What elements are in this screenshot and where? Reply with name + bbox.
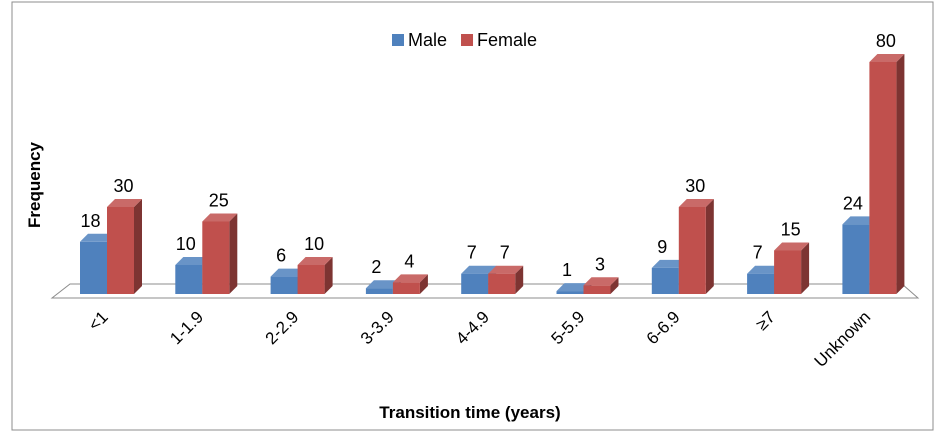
data-label-male-5: 1 xyxy=(562,260,572,280)
bar-female-5 xyxy=(583,277,619,294)
bar-side xyxy=(515,265,524,294)
bar-female-7 xyxy=(774,242,810,294)
bar-side xyxy=(324,257,333,294)
data-label-male-6: 9 xyxy=(657,237,667,257)
bar-front xyxy=(107,207,134,294)
legend-swatch xyxy=(392,34,404,46)
legend-item-female: Female xyxy=(461,30,537,50)
bar-female-8 xyxy=(869,54,905,294)
bar-side xyxy=(801,242,810,294)
data-label-male-1: 10 xyxy=(176,234,196,254)
legend-label: Female xyxy=(477,30,537,50)
bar-top xyxy=(392,274,428,283)
bar-front xyxy=(80,241,107,294)
bar-female-0 xyxy=(107,199,142,294)
bar-top xyxy=(583,277,619,286)
bar-front xyxy=(365,288,393,294)
x-tick-labels: <1 1-1.9 2-2.9 3-3.9 4-4.9 5-5.9 6-6.9 ≥7 Unknow… xyxy=(85,307,875,371)
bar-front xyxy=(556,291,584,294)
bar-side xyxy=(419,274,428,294)
bar-front xyxy=(842,224,870,294)
bar-side xyxy=(134,199,142,294)
data-label-male-7: 7 xyxy=(753,243,763,263)
data-label-female-4: 7 xyxy=(500,243,510,263)
bar-front xyxy=(488,273,516,294)
bar-side xyxy=(229,213,238,294)
bar-front xyxy=(583,285,611,294)
bar-top xyxy=(461,265,497,274)
bar-side xyxy=(896,54,905,294)
bar-top xyxy=(107,199,142,207)
bar-front xyxy=(392,282,420,294)
data-label-male-0: 18 xyxy=(80,211,100,231)
x-tick-label-7: ≥7 xyxy=(752,307,779,334)
y-axis-label: Frequency xyxy=(25,141,44,228)
legend-label: Male xyxy=(408,30,447,50)
bar-front xyxy=(175,265,203,294)
bar-female-2 xyxy=(297,257,333,294)
bar-front xyxy=(678,207,706,294)
bar-top xyxy=(651,259,687,268)
bar-front xyxy=(869,62,897,294)
bar-top xyxy=(202,213,238,222)
bar-top xyxy=(774,242,810,251)
data-label-male-3: 2 xyxy=(371,257,381,277)
legend-swatch xyxy=(461,34,474,46)
bar-female-4 xyxy=(488,265,524,294)
data-label-female-8: 80 xyxy=(876,31,896,51)
bar-top xyxy=(80,233,115,242)
data-label-male-4: 7 xyxy=(467,243,477,263)
bar-front xyxy=(747,273,775,294)
bar-top xyxy=(842,216,878,225)
x-tick-label-0: <1 xyxy=(85,307,112,334)
bar-top xyxy=(270,268,306,277)
bar-top xyxy=(488,265,524,274)
x-tick-label-2: 2-2.9 xyxy=(262,307,303,348)
bar-female-3 xyxy=(392,274,428,294)
data-label-female-2: 10 xyxy=(304,234,324,254)
bar-front xyxy=(297,265,325,294)
x-tick-label-3: 3-3.9 xyxy=(357,307,398,348)
bar-top xyxy=(175,257,211,265)
bar-front xyxy=(202,221,230,294)
bar-top xyxy=(678,199,714,207)
chart-outline xyxy=(11,1,934,431)
bar-top xyxy=(297,257,333,265)
data-label-male-8: 24 xyxy=(843,193,863,213)
bar-side xyxy=(610,277,619,294)
data-label-male-2: 6 xyxy=(276,246,286,266)
bar-top xyxy=(747,265,783,274)
bar-female-6 xyxy=(678,199,714,294)
data-label-female-6: 30 xyxy=(685,176,705,196)
bar-top xyxy=(365,280,401,289)
bar-front xyxy=(651,267,679,294)
data-label-female-1: 25 xyxy=(209,191,229,211)
chart-border xyxy=(11,1,934,431)
bar-female-1 xyxy=(202,213,238,294)
bar-front xyxy=(461,273,489,294)
bars xyxy=(80,54,905,294)
x-tick-label-1: 1-1.9 xyxy=(166,307,207,348)
bar-top xyxy=(556,283,592,292)
bar-top xyxy=(869,54,905,62)
bar-front xyxy=(270,276,298,294)
x-tick-label-6: 6-6.9 xyxy=(643,307,684,348)
legend-item-male: Male xyxy=(392,30,447,50)
data-label-female-3: 4 xyxy=(404,251,414,271)
data-label-female-5: 3 xyxy=(595,254,605,274)
x-axis-label: Transition time (years) xyxy=(379,403,560,422)
data-label-female-0: 30 xyxy=(113,176,133,196)
x-tick-label-8: Unknown xyxy=(811,307,875,371)
bar-front xyxy=(774,250,802,294)
x-tick-label-5: 5-5.9 xyxy=(547,307,588,348)
legend: Male Female xyxy=(392,30,537,50)
x-tick-label-4: 4-4.9 xyxy=(452,307,493,348)
data-label-female-7: 15 xyxy=(781,220,801,240)
bar-side xyxy=(705,199,714,294)
